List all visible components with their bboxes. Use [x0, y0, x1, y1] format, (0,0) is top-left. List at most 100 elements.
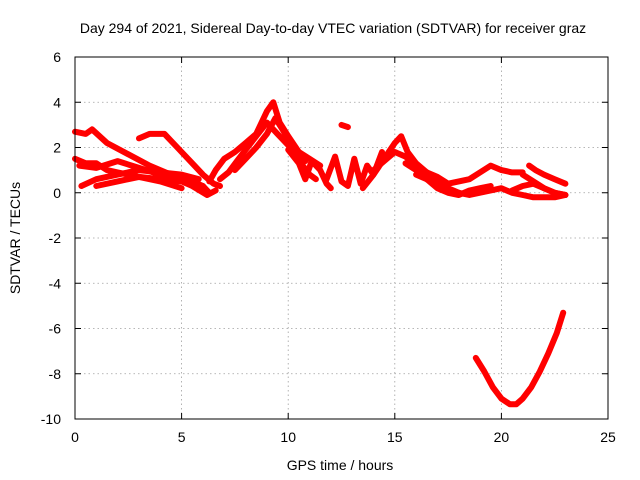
data-point: [554, 330, 560, 336]
data-point: [496, 393, 502, 399]
data-point: [552, 190, 558, 196]
data-point: [232, 149, 238, 155]
data-point: [220, 174, 226, 180]
data-point: [283, 132, 289, 138]
data-point: [279, 126, 285, 132]
data-point: [201, 190, 207, 196]
data-point: [523, 182, 529, 188]
data-point: [200, 172, 206, 178]
data-point: [335, 164, 341, 170]
data-point: [484, 188, 490, 194]
data-point: [360, 185, 366, 191]
data-point: [253, 144, 259, 151]
data-point: [211, 181, 217, 187]
data-point: [401, 139, 407, 146]
data-point: [261, 115, 267, 121]
data-point: [434, 174, 440, 180]
data-point: [179, 172, 185, 178]
data-point: [281, 129, 287, 135]
data-point: [179, 149, 185, 155]
data-point: [115, 172, 121, 178]
data-point: [184, 155, 190, 161]
data-point: [302, 158, 308, 164]
data-point: [482, 166, 488, 172]
data-point: [492, 387, 498, 393]
data-point: [122, 170, 128, 176]
data-point: [522, 393, 528, 399]
data-point: [532, 167, 539, 173]
data-point: [150, 177, 156, 183]
data-point: [317, 167, 323, 173]
data-point: [345, 183, 351, 189]
data-point: [470, 191, 476, 197]
data-point: [211, 170, 217, 176]
data-point: [93, 183, 99, 189]
data-point: [209, 173, 216, 179]
data-point: [466, 192, 472, 198]
data-point: [243, 147, 249, 153]
data-point: [333, 157, 339, 163]
data-point: [234, 158, 240, 164]
data-point: [349, 164, 356, 170]
data-point: [441, 186, 448, 192]
data-point: [262, 122, 268, 128]
data-point: [562, 192, 568, 198]
data-point: [280, 137, 286, 143]
data-point: [490, 384, 496, 390]
data-point: [100, 181, 106, 188]
data-point: [272, 115, 278, 121]
data-point: [480, 366, 486, 372]
data-point: [189, 160, 195, 166]
data-point: [332, 154, 338, 160]
data-point: [253, 133, 259, 139]
x-tick-label: 15: [387, 429, 403, 445]
data-point: [266, 105, 272, 111]
data-point: [86, 129, 92, 135]
data-point: [122, 160, 128, 166]
data-point: [538, 170, 544, 176]
data-point: [349, 167, 355, 173]
data-point: [520, 172, 526, 178]
data-point: [260, 136, 266, 142]
data-point: [296, 160, 302, 166]
data-point: [555, 190, 561, 197]
data-point: [274, 118, 280, 124]
data-point: [168, 182, 174, 188]
data-point: [342, 181, 348, 187]
data-point: [78, 183, 84, 189]
data-point: [347, 175, 353, 181]
data-point: [346, 179, 352, 185]
data-point: [164, 181, 170, 187]
data-point: [306, 165, 312, 171]
data-point: [107, 180, 114, 186]
data-point: [134, 156, 140, 162]
data-point: [292, 155, 298, 161]
data-point: [251, 136, 257, 142]
data-point: [434, 183, 440, 189]
data-point: [535, 372, 541, 378]
data-point: [427, 171, 433, 177]
data-point: [137, 158, 144, 164]
data-point: [297, 163, 303, 170]
data-point: [325, 173, 331, 179]
y-tick-label: -6: [49, 321, 62, 337]
data-point: [501, 397, 507, 404]
data-point: [104, 161, 110, 168]
data-point: [289, 152, 296, 158]
data-point: [182, 180, 188, 186]
x-tick-label: 20: [494, 429, 510, 445]
data-point: [474, 171, 480, 177]
data-point: [251, 147, 257, 153]
data-point: [125, 176, 131, 182]
data-point: [270, 99, 276, 105]
data-point: [366, 177, 372, 183]
data-point: [426, 178, 432, 184]
data-point: [405, 149, 411, 155]
data-point: [129, 163, 135, 169]
data-point: [136, 174, 142, 180]
data-point: [232, 161, 238, 167]
data-point: [478, 363, 484, 369]
data-point: [360, 173, 366, 180]
data-point: [192, 175, 198, 181]
